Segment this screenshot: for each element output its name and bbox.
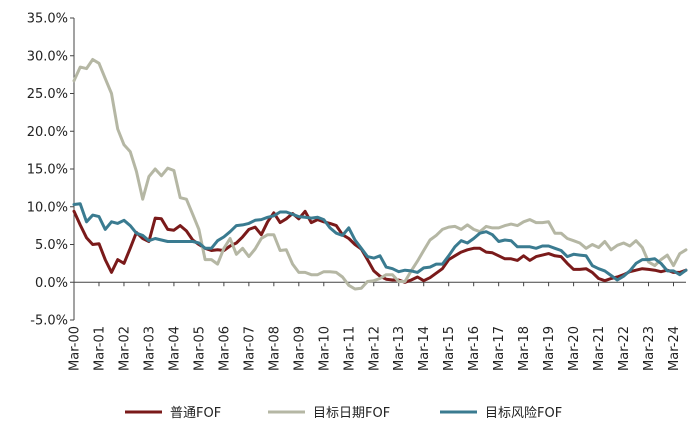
x-tick-label: Mar-21 [592, 326, 607, 371]
y-tick-label: 20.0% [27, 125, 68, 140]
series-line-3 [72, 202, 688, 282]
x-tick-label: Mar-14 [417, 326, 432, 371]
x-tick-label: Mar-03 [142, 326, 157, 371]
x-tick-label: Mar-17 [492, 326, 507, 371]
legend-label: 目标日期FOF [313, 406, 390, 421]
x-tick-label: Mar-10 [317, 326, 332, 371]
x-tick-label: Mar-20 [567, 326, 582, 371]
y-tick-label: 10.0% [27, 200, 68, 215]
x-tick-label: Mar-15 [442, 326, 457, 371]
y-tick-label: 25.0% [27, 87, 68, 102]
series-line-1 [72, 209, 688, 284]
legend-item-1: 普通FOF [125, 406, 221, 421]
y-tick-label: 5.0% [35, 238, 68, 253]
y-tick-label: 35.0% [27, 12, 68, 27]
x-tick-label: Mar-23 [642, 326, 657, 371]
x-tick-label: Mar-00 [68, 326, 83, 371]
chart-axes: 35.0% 30.0% 25.0% 20.0% 15.0% 10.0% 5.0% 0.0% -5… [27, 12, 686, 371]
y-tick-label: 30.0% [27, 49, 68, 64]
series-line-2 [72, 58, 688, 291]
x-tick-label: Mar-18 [517, 326, 532, 371]
x-tick-label: Mar-08 [267, 326, 282, 371]
x-tick-label: Mar-02 [117, 326, 132, 371]
x-tick-label: Mar-06 [217, 326, 232, 371]
x-tick-label: Mar-04 [167, 326, 182, 371]
x-tick-label: Mar-19 [542, 326, 557, 371]
y-tick-label: 0.0% [35, 276, 68, 291]
legend-label: 目标风险FOF [485, 406, 562, 421]
y-tick-label: -5.0% [30, 314, 68, 329]
plot-area [72, 58, 688, 291]
legend-item-2: 目标日期FOF [268, 406, 390, 421]
x-tick-label: Mar-12 [367, 326, 382, 371]
x-tick-label: Mar-22 [617, 326, 632, 371]
x-tick-label: Mar-07 [242, 326, 257, 371]
y-tick-label: 15.0% [27, 163, 68, 178]
legend-item-3: 目标风险FOF [440, 406, 562, 421]
x-tick-label: Mar-01 [92, 326, 107, 371]
x-tick-label: Mar-13 [392, 326, 407, 371]
x-tick-label: Mar-16 [467, 326, 482, 371]
legend-label: 普通FOF [170, 406, 221, 421]
x-tick-label: Mar-09 [292, 326, 307, 371]
x-tick-label: Mar-11 [342, 326, 357, 371]
legend: 普通FOF 目标日期FOF 目标风险FOF [125, 406, 562, 421]
x-tick-label: Mar-05 [192, 326, 207, 371]
x-tick-label: Mar-24 [667, 326, 682, 371]
